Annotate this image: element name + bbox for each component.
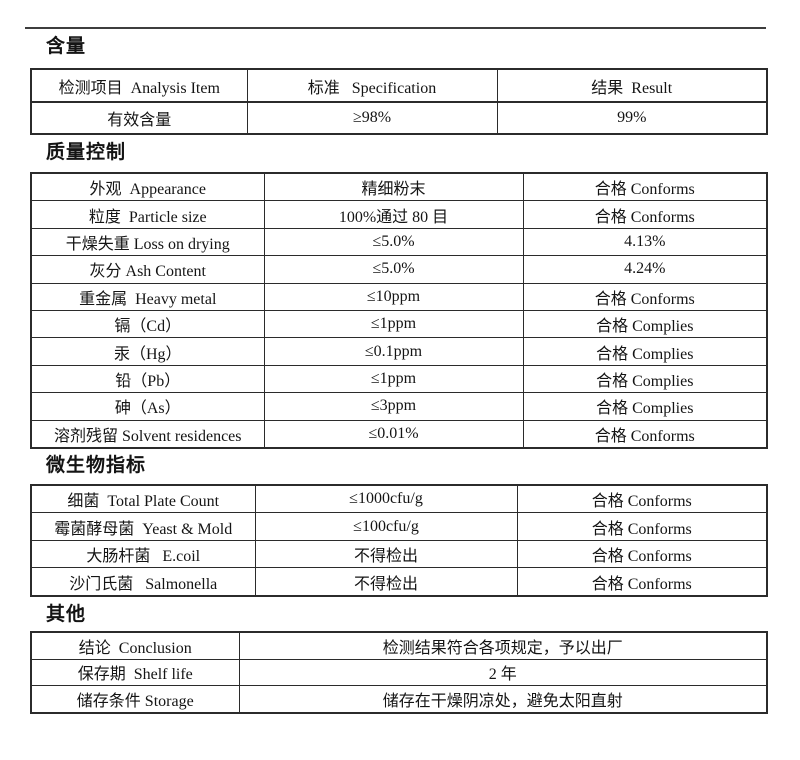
table-cell: 保存期 Shelf life <box>30 658 240 687</box>
table-cell: ≤5.0% <box>263 227 524 257</box>
table-cell: 合格 Complies <box>522 364 768 394</box>
table-cell: 精细粉末 <box>263 172 524 202</box>
table-cell: 标准 Specification <box>246 68 498 103</box>
table-cell: ≤5.0% <box>263 255 524 284</box>
table-row: 储存条件 Storage 储存在干燥阴凉处，避免太阳直射 <box>30 685 768 714</box>
table-cell: ≤3ppm <box>263 392 524 421</box>
table-cell: ≤100cfu/g <box>254 512 518 541</box>
table-row: 重金属 Heavy metal ≤10ppm 合格 Conforms <box>30 282 768 311</box>
table-cell: ≤1000cfu/g <box>254 484 518 514</box>
table-cell: 合格 Conforms <box>516 484 768 514</box>
table-cell: 合格 Conforms <box>516 567 768 597</box>
table-cell: 合格 Complies <box>522 309 768 339</box>
table-cell: 粒度 Particle size <box>30 200 265 229</box>
section-title-microbial: 微生物指标 <box>46 454 147 476</box>
table-cell: 合格 Complies <box>522 392 768 421</box>
table-cell: ≤10ppm <box>263 282 524 311</box>
section-microbial: 微生物指标 细菌 Total Plate Count ≤1000cfu/g 合格 C… <box>0 454 800 597</box>
table-row: 粒度 Particle size 100%通过 80 目合格 Conforms <box>30 200 768 229</box>
table-row: 灰分 Ash Content ≤5.0% 4.24% <box>30 255 768 284</box>
section-title-content: 含量 <box>46 36 87 57</box>
table-cell: 汞（Hg） <box>30 337 265 366</box>
table-cell: 镉（Cd） <box>30 309 265 339</box>
table-cell: ≤1ppm <box>263 364 524 394</box>
table-cell: 细菌 Total Plate Count <box>30 484 256 514</box>
section-title-quality-control: 质量控制 <box>46 142 127 163</box>
section-title-other: 其他 <box>46 603 87 625</box>
table-row: 细菌 Total Plate Count ≤1000cfu/g 合格 Conform… <box>30 484 768 514</box>
table-cell: 储存在干燥阴凉处，避免太阳直射 <box>238 685 768 714</box>
table-cell: 4.13% <box>522 227 768 257</box>
table-row: 有效含量 ≥98% 99% <box>30 101 768 135</box>
table-cell: 合格 Complies <box>522 337 768 366</box>
table-cell: 合格 Conforms <box>516 539 768 569</box>
table-row: 外观 Appearance 精细粉末 合格 Conforms <box>30 172 768 202</box>
table-cell: 合格 Conforms <box>516 512 768 541</box>
table-cell: ≤1ppm <box>263 309 524 339</box>
content-analysis-table: 检测项目 Analysis Item 标准 Specification 结果 Res… <box>30 68 768 135</box>
table-row: 溶剂残留 Solvent residences ≤0.01% 合格 Conforms <box>30 419 768 449</box>
table-cell: 外观 Appearance <box>30 172 265 202</box>
table-cell: 不得检出 <box>254 539 518 569</box>
table-row: 大肠杆菌 E.coil 不得检出 合格 Conforms <box>30 539 768 569</box>
table-cell: 重金属 Heavy metal <box>30 282 265 311</box>
table-cell: 砷（As） <box>30 392 265 421</box>
table-cell: 4.24% <box>522 255 768 284</box>
table-cell: 沙门氏菌 Salmonella <box>30 567 256 597</box>
table-cell: 结果 Result <box>496 68 768 103</box>
table-cell: 合格 Conforms <box>522 172 768 202</box>
table-row: 霉菌酵母菌 Yeast & Mold ≤100cfu/g 合格 Conforms <box>30 512 768 541</box>
table-cell: 2 年 <box>238 658 768 687</box>
table-row: 保存期 Shelf life 2 年 <box>30 658 768 687</box>
top-rule <box>25 27 766 29</box>
table-cell: 结论 Conclusion <box>30 631 240 660</box>
table-cell: 检测项目 Analysis Item <box>30 68 248 103</box>
table-cell: 合格 Conforms <box>522 419 768 449</box>
table-cell: 溶剂残留 Solvent residences <box>30 419 265 449</box>
table-cell: 灰分 Ash Content <box>30 255 265 284</box>
header-row: 检测项目 Analysis Item 标准 Specification 结果 Res… <box>30 68 768 103</box>
table-cell: 铅（Pb） <box>30 364 265 394</box>
section-other: 其他 结论 Conclusion 检测结果符合各项规定，予以出厂 保存期 Shelf… <box>0 603 800 714</box>
table-cell: 干燥失重 Loss on drying <box>30 227 265 257</box>
table-row: 汞（Hg） ≤0.1ppm 合格 Complies <box>30 337 768 366</box>
section-quality-control: 质量控制 外观 Appearance 精细粉末 合格 Conforms 粒度 Part… <box>0 141 800 449</box>
table-cell: 合格 Conforms <box>522 282 768 311</box>
table-row: 砷（As） ≤3ppm 合格 Complies <box>30 392 768 421</box>
table-cell: 储存条件 Storage <box>30 685 240 714</box>
table-row: 干燥失重 Loss on drying ≤5.0% 4.13% <box>30 227 768 257</box>
table-row: 沙门氏菌 Salmonella 不得检出 合格 Conforms <box>30 567 768 597</box>
table-cell: ≤0.01% <box>263 419 524 449</box>
other-info-table: 结论 Conclusion 检测结果符合各项规定，予以出厂 保存期 Shelf li… <box>30 630 768 714</box>
table-cell: ≤0.1ppm <box>263 337 524 366</box>
table-row: 铅（Pb） ≤1ppm 合格 Complies <box>30 364 768 394</box>
table-cell: 合格 Conforms <box>522 200 768 229</box>
table-cell: 检测结果符合各项规定，予以出厂 <box>238 631 768 660</box>
microbial-table: 细菌 Total Plate Count ≤1000cfu/g 合格 Conform… <box>30 483 768 597</box>
table-cell: 大肠杆菌 E.coil <box>30 539 256 569</box>
table-cell: 霉菌酵母菌 Yeast & Mold <box>30 512 256 541</box>
table-cell: 100%通过 80 目 <box>263 200 524 229</box>
table-cell: 有效含量 <box>30 101 248 135</box>
quality-control-table: 外观 Appearance 精细粉末 合格 Conforms 粒度 Particle … <box>30 172 768 449</box>
table-cell: 不得检出 <box>254 567 518 597</box>
table-cell: ≥98% <box>246 101 498 135</box>
table-row: 镉（Cd） ≤1ppm 合格 Complies <box>30 309 768 339</box>
table-row: 结论 Conclusion 检测结果符合各项规定，予以出厂 <box>30 631 768 660</box>
table-cell: 99% <box>496 101 768 135</box>
section-content: 含量 检测项目 Analysis Item 标准 Specification 结果 … <box>0 35 800 135</box>
